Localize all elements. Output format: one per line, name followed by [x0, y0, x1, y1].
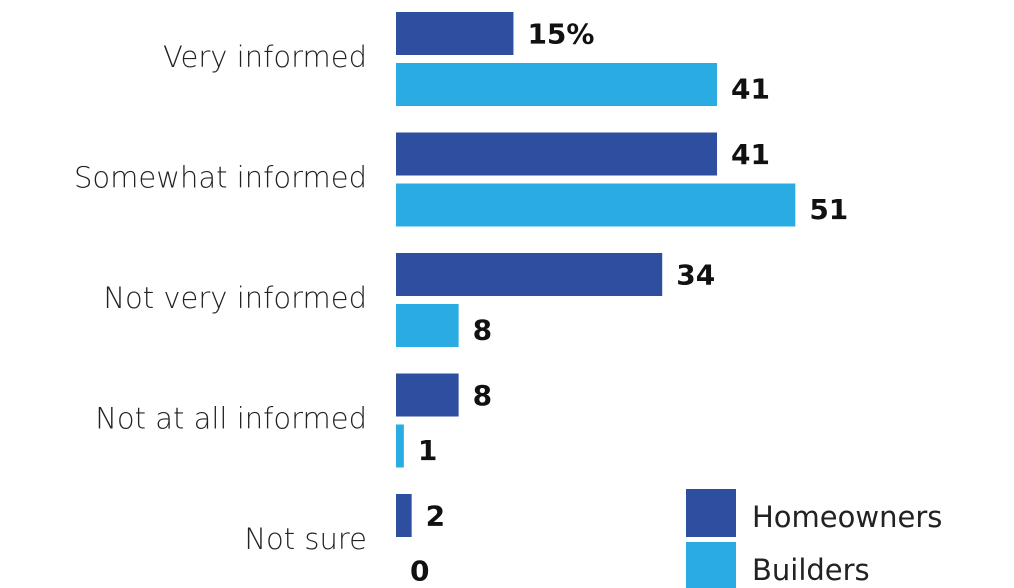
data-label: 0	[410, 555, 429, 588]
bar	[396, 424, 404, 468]
data-label: 15%	[527, 18, 594, 51]
data-label: 34	[676, 259, 715, 292]
category-label: Not sure	[244, 522, 367, 556]
bar	[396, 132, 718, 176]
category-label: Not very informed	[103, 281, 367, 315]
data-label: 41	[731, 73, 770, 106]
bar	[396, 253, 663, 296]
category-label: Not at all informed	[95, 402, 367, 436]
legend-label: Homeowners	[752, 500, 942, 534]
bar	[396, 12, 514, 55]
legend-label: Builders	[752, 553, 870, 587]
data-label: 8	[473, 314, 492, 347]
category-label: Somewhat informed	[74, 161, 367, 195]
category-label: Very informed	[163, 40, 367, 74]
legend-swatch	[686, 542, 736, 588]
data-label: 1	[418, 434, 437, 467]
legend-swatch	[686, 489, 736, 537]
bar	[396, 183, 796, 227]
bar	[396, 494, 412, 537]
bar	[396, 304, 459, 347]
data-label: 51	[809, 193, 848, 226]
data-label: 2	[426, 500, 445, 533]
data-label: 8	[473, 379, 492, 412]
bar	[396, 63, 718, 106]
data-label: 41	[731, 138, 770, 171]
bar	[396, 373, 459, 417]
